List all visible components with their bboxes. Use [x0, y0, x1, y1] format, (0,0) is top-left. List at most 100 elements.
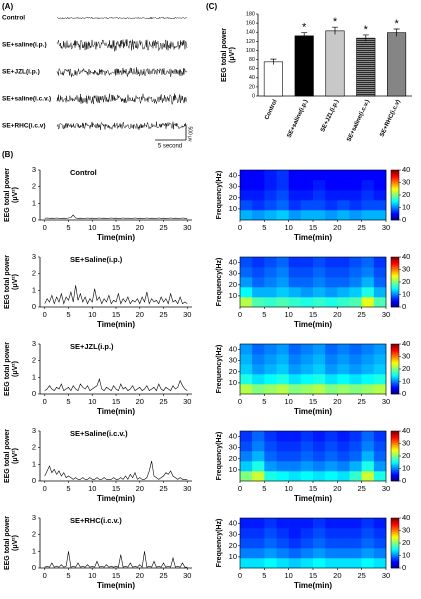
spectrogram-cell — [361, 538, 375, 549]
spectrogram-cell — [240, 354, 253, 365]
spectrogram-cell — [264, 344, 277, 355]
x-tick-label: 0 — [43, 571, 47, 580]
colorbar-tick-label: 10 — [402, 289, 410, 298]
y-axis-label: Frequency(Hz) — [216, 432, 223, 481]
spectrogram-cell — [325, 344, 338, 355]
spectrogram-cell — [252, 190, 265, 201]
y-tick-label: 1 — [32, 546, 36, 555]
colorbar-segment — [391, 382, 399, 385]
y-tick-label: 20 — [249, 84, 255, 90]
y-tick-label: 3 — [32, 252, 36, 261]
colorbar-segment — [391, 367, 399, 370]
colorbar-tick-label: 40 — [402, 513, 410, 522]
colorbar-segment — [391, 352, 399, 355]
spectrogram-cell — [264, 471, 277, 482]
colorbar-segment — [391, 381, 399, 384]
colorbar-segment — [391, 377, 399, 380]
y-tick-label: 1 — [32, 198, 36, 207]
spectrogram-cell — [252, 461, 265, 472]
spectrogram-cell — [373, 518, 387, 529]
x-axis-label: Time(min) — [97, 233, 135, 242]
colorbar-segment — [391, 549, 399, 551]
colorbar-segment — [391, 198, 399, 201]
colorbar-segment — [391, 525, 399, 528]
spectrogram-cell — [240, 364, 253, 375]
colorbar-segment — [391, 535, 399, 538]
spectrogram-cell — [252, 431, 265, 442]
spectrogram-cell — [361, 354, 375, 365]
spectrogram-cell — [373, 277, 387, 288]
y-tick-label: 30 — [229, 182, 237, 191]
spectrogram-cell — [373, 461, 387, 472]
x-tick-label: 25 — [159, 310, 167, 319]
spectrogram-cell — [252, 200, 265, 211]
colorbar-segment — [391, 392, 399, 395]
colorbar-segment — [391, 519, 399, 521]
x-tick-label: 25 — [159, 397, 167, 406]
y-tick-label: 0 — [32, 476, 36, 485]
y-tick-label: 10 — [229, 465, 237, 474]
spectrogram-cell — [288, 180, 302, 191]
spectrogram-cell — [264, 518, 277, 529]
spectrogram-cell — [300, 374, 314, 385]
y-tick-label: 1 — [32, 459, 36, 468]
colorbar-segment — [391, 201, 399, 203]
x-tick-label: 0 — [238, 397, 242, 406]
y-tick-label: 3 — [32, 426, 36, 435]
spectrogram-cell — [313, 451, 326, 462]
colorbar-tick-label: 20 — [402, 190, 410, 199]
spectrogram-cell — [373, 180, 387, 191]
spectrogram-cell — [313, 441, 326, 452]
spectrogram-cell — [373, 210, 387, 221]
x-tick-label: 10 — [284, 397, 292, 406]
spectrogram-cell — [373, 441, 387, 452]
colorbar-segment — [391, 550, 399, 553]
spectrogram-cell — [300, 364, 314, 375]
spectrogram-cell — [288, 344, 302, 355]
colorbar-segment — [391, 540, 399, 543]
colorbar-segment — [391, 265, 399, 268]
colorbar-segment — [391, 454, 399, 457]
spectrogram-cell — [337, 277, 350, 288]
y-axis-label: EEG total power — [4, 516, 11, 570]
spectrogram-cell — [349, 364, 362, 375]
spectrogram-cell — [313, 297, 326, 308]
spectrogram-cell — [288, 518, 302, 529]
spectrogram-cell — [361, 297, 375, 308]
spectrogram-cell — [313, 364, 326, 375]
spectrogram-cell — [373, 297, 387, 308]
spectrogram-cell — [264, 441, 277, 452]
colorbar-segment — [391, 294, 399, 297]
y-tick-label: 10 — [229, 291, 237, 300]
x-tick-label: 15 — [309, 484, 317, 493]
x-axis-label: Time(min) — [97, 494, 135, 503]
colorbar-segment — [391, 263, 399, 265]
colorbar-segment — [391, 548, 399, 550]
spectrogram-cell — [313, 170, 326, 181]
x-tick-label: 5 — [262, 397, 266, 406]
spectrogram-cell — [349, 170, 362, 181]
spectrogram-cell — [264, 538, 277, 549]
spectrogram-cell — [300, 297, 314, 308]
spectrogram-cell — [264, 190, 277, 201]
x-tick-label: 30 — [382, 397, 390, 406]
colorbar-segment — [391, 207, 399, 210]
spectrogram-cell — [264, 431, 277, 442]
colorbar-segment — [391, 351, 399, 354]
colorbar-segment — [391, 356, 399, 359]
y-tick-label: 40 — [229, 519, 237, 528]
spectrogram-cell — [300, 558, 314, 569]
spectrogram-cell — [276, 277, 289, 288]
colorbar-segment — [391, 449, 399, 452]
y-axis-label: (μV²) — [12, 187, 19, 203]
spectrogram-cell — [313, 538, 326, 549]
spectrogram-cell — [373, 200, 387, 211]
spectrogram-cell — [288, 170, 302, 181]
colorbar-segment — [391, 372, 399, 375]
spectrogram-cell — [337, 190, 350, 201]
colorbar-segment — [391, 536, 399, 539]
error-bar — [362, 34, 369, 42]
spectrogram-cell — [240, 528, 253, 539]
spectrogram-cell — [276, 374, 289, 385]
y-tick-label: 0 — [32, 389, 36, 398]
